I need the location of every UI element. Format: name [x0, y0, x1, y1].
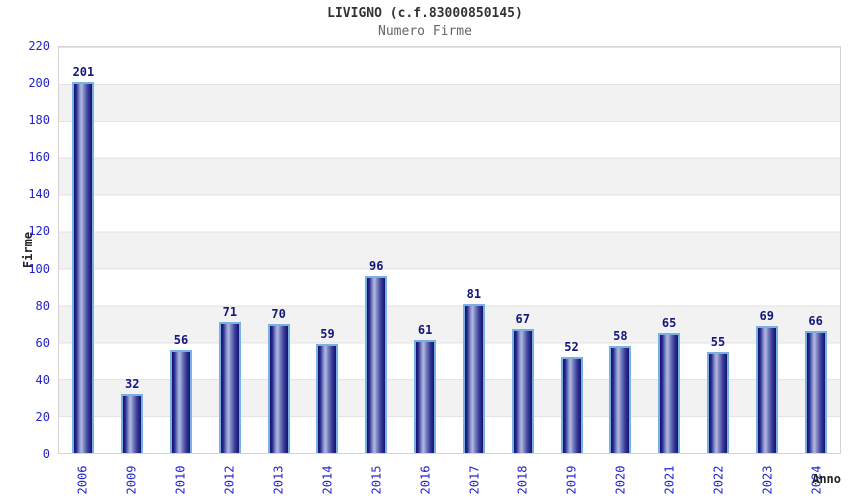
bar-value-label: 96 — [369, 258, 384, 273]
y-tick-label: 180 — [28, 113, 50, 128]
y-tick-label: 100 — [28, 261, 50, 276]
bar-slot-2023: 69 — [742, 47, 791, 453]
bar-2023 — [755, 325, 778, 453]
y-tick-label: 0 — [42, 447, 50, 461]
bar-series: 201 32 56 71 70 59 96 61 81 67 52 58 65 55 69 66 — [59, 47, 840, 453]
bar-2013 — [267, 323, 290, 453]
bar-slot-2009: 32 — [108, 47, 157, 453]
x-tick-label-2017: 2017 — [466, 465, 481, 495]
plot-area: 201 32 56 71 70 59 96 61 81 67 52 58 65 55 69 66 — [58, 46, 841, 454]
bar-2021 — [658, 333, 681, 453]
x-axis-tick-labels: 2006 2009 2010 2012 2013 2014 2015 2016 2017 2018… — [58, 458, 841, 500]
bar-slot-2014: 59 — [303, 47, 352, 453]
bar-2022 — [706, 351, 729, 453]
bar-value-label: 52 — [564, 340, 579, 355]
bar-2014 — [316, 344, 339, 453]
y-tick-label: 40 — [35, 372, 50, 387]
bar-slot-2021: 65 — [645, 47, 694, 453]
x-tick-label-2019: 2019 — [564, 465, 579, 495]
bar-slot-2010: 56 — [157, 47, 206, 453]
bar-value-label: 59 — [320, 327, 335, 342]
bar-value-label: 55 — [710, 334, 726, 349]
chart-subtitle: Numero Firme — [378, 24, 472, 39]
y-tick-label: 160 — [28, 150, 50, 165]
y-tick-label: 20 — [35, 409, 50, 424]
x-tick-label-2018: 2018 — [515, 465, 530, 495]
bar-2020 — [609, 345, 632, 453]
bar-value-label: 58 — [613, 328, 628, 343]
bar-value-label: 66 — [808, 314, 823, 329]
bar-slot-2024: 66 — [791, 47, 840, 453]
y-tick-label: 220 — [28, 39, 50, 53]
x-tick-label-2006: 2006 — [75, 465, 90, 495]
bar-2024 — [804, 331, 827, 453]
bar-2015 — [365, 275, 388, 453]
chart-title: LIVIGNO (c.f.83000850145) — [327, 6, 523, 21]
bar-value-label: 67 — [515, 312, 530, 327]
bar-slot-2022: 55 — [694, 47, 743, 453]
bar-slot-2019: 52 — [547, 47, 596, 453]
bar-slot-2018: 67 — [498, 47, 547, 453]
bar-slot-2015: 96 — [352, 47, 401, 453]
x-tick-label-2020: 2020 — [613, 465, 628, 495]
bar-value-label: 201 — [72, 65, 95, 80]
bar-slot-2012: 71 — [205, 47, 254, 453]
bar-value-label: 32 — [124, 376, 140, 391]
bar-value-label: 70 — [271, 306, 286, 321]
y-tick-label: 200 — [28, 76, 50, 91]
x-axis-title: Anno — [812, 472, 841, 486]
bar-2006 — [72, 82, 95, 453]
x-tick-label-2010: 2010 — [173, 465, 188, 495]
y-tick-label: 140 — [28, 187, 50, 202]
bar-slot-2017: 81 — [450, 47, 499, 453]
x-tick-label-2009: 2009 — [124, 465, 139, 495]
bar-2012 — [218, 321, 241, 453]
y-tick-label: 120 — [28, 224, 50, 239]
bar-2009 — [121, 393, 144, 453]
x-tick-label-2022: 2022 — [711, 465, 726, 495]
bar-value-label: 81 — [466, 286, 482, 301]
x-tick-label-2014: 2014 — [320, 465, 335, 495]
bar-slot-2006: 201 — [59, 47, 108, 453]
bar-2010 — [170, 349, 193, 453]
bar-value-label: 65 — [661, 316, 677, 331]
bar-value-label: 71 — [222, 304, 238, 319]
bar-slot-2016: 61 — [401, 47, 450, 453]
y-tick-label: 80 — [35, 298, 50, 313]
bar-2016 — [414, 340, 437, 453]
bar-value-label: 69 — [759, 308, 774, 323]
bar-2018 — [511, 329, 534, 453]
bar-slot-2013: 70 — [254, 47, 303, 453]
y-tick-label: 60 — [35, 335, 50, 350]
bar-value-label: 61 — [417, 323, 433, 338]
x-tick-label-2013: 2013 — [271, 465, 286, 495]
x-tick-label-2021: 2021 — [662, 465, 677, 495]
x-tick-label-2012: 2012 — [222, 465, 237, 495]
x-tick-label-2015: 2015 — [369, 465, 384, 495]
x-tick-label-2023: 2023 — [760, 465, 775, 495]
bar-2017 — [462, 303, 485, 453]
bar-slot-2020: 58 — [596, 47, 645, 453]
x-tick-label-2016: 2016 — [418, 465, 433, 495]
bar-value-label: 56 — [173, 332, 189, 347]
bar-2019 — [560, 357, 583, 453]
